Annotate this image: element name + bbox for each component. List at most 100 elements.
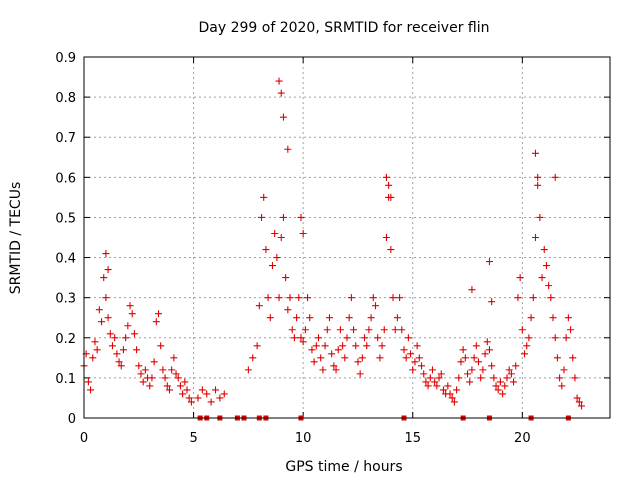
x-tick-label: 0	[80, 431, 88, 446]
y-tick-label: 0.3	[55, 292, 76, 307]
data-point	[207, 398, 215, 406]
data-point	[374, 334, 382, 342]
data-point	[176, 382, 184, 390]
data-point	[437, 370, 445, 378]
data-point	[569, 354, 577, 362]
data-point	[575, 398, 583, 406]
data-point	[273, 254, 281, 262]
data-point	[339, 342, 347, 350]
data-point	[433, 382, 441, 390]
data-point	[534, 181, 542, 189]
data-point	[330, 362, 338, 370]
data-point	[507, 370, 515, 378]
data-point	[444, 382, 452, 390]
x-tick-label: 5	[189, 431, 197, 446]
data-point	[422, 378, 430, 386]
data-point	[380, 326, 388, 334]
data-point	[170, 354, 178, 362]
data-point	[485, 258, 493, 266]
data-point	[212, 386, 219, 394]
data-point	[551, 173, 559, 181]
data-point	[299, 229, 307, 237]
data-point	[275, 294, 283, 302]
data-point	[553, 354, 561, 362]
data-point	[490, 374, 498, 382]
data-point	[450, 398, 458, 406]
data-point	[98, 318, 106, 326]
data-point	[453, 386, 461, 394]
data-point	[84, 378, 92, 386]
data-point	[128, 310, 136, 318]
data-point	[119, 346, 127, 354]
data-point	[551, 334, 559, 342]
data-point	[253, 342, 261, 350]
data-point	[255, 302, 263, 310]
data-point	[137, 370, 145, 378]
data-point	[150, 358, 158, 366]
data-point	[358, 354, 366, 362]
data-point	[567, 326, 575, 334]
data-point	[527, 314, 535, 322]
data-point	[426, 374, 434, 382]
data-point	[268, 262, 276, 270]
data-point	[529, 294, 537, 302]
y-tick-label: 0.6	[55, 171, 76, 186]
data-point	[431, 378, 439, 386]
data-point	[113, 350, 121, 358]
data-point	[488, 298, 496, 306]
data-point	[411, 358, 419, 366]
data-point	[407, 350, 415, 358]
data-point	[179, 390, 187, 398]
data-point	[163, 382, 171, 390]
data-point	[95, 306, 103, 314]
data-point	[111, 334, 119, 342]
data-point	[376, 354, 384, 362]
data-point	[216, 394, 224, 402]
data-point	[336, 326, 344, 334]
data-point	[420, 370, 428, 378]
data-point	[446, 390, 454, 398]
x-axis-label: GPS time / hours	[285, 459, 402, 475]
data-point	[385, 181, 393, 189]
data-point	[345, 314, 353, 322]
x-tick-label: 10	[295, 431, 312, 446]
data-point	[299, 338, 307, 346]
data-point	[102, 294, 110, 302]
data-point	[297, 334, 305, 342]
data-point	[249, 354, 257, 362]
data-point	[492, 382, 500, 390]
data-point	[277, 234, 285, 241]
data-point	[115, 358, 123, 366]
data-point	[481, 350, 489, 358]
data-point	[286, 294, 294, 302]
data-point	[203, 390, 211, 398]
data-point	[325, 314, 333, 322]
data-point	[562, 334, 570, 342]
data-point	[556, 374, 564, 382]
data-point	[187, 398, 195, 406]
data-point	[378, 342, 386, 350]
data-point	[161, 374, 169, 382]
data-point	[220, 390, 228, 398]
data-point	[165, 386, 173, 394]
data-point	[461, 354, 469, 362]
data-point	[558, 382, 566, 390]
data-point	[350, 326, 358, 334]
data-point	[135, 362, 143, 370]
data-point	[485, 346, 493, 354]
data-point	[402, 354, 410, 362]
data-point	[321, 342, 329, 350]
data-point	[89, 354, 97, 362]
data-point	[571, 374, 579, 382]
data-point	[573, 394, 581, 402]
data-point	[312, 342, 320, 350]
y-tick-label: 0.2	[55, 332, 76, 347]
data-point	[126, 302, 134, 310]
data-point	[564, 314, 572, 322]
data-point	[439, 386, 447, 394]
data-point	[424, 382, 432, 390]
y-tick-label: 0.1	[55, 372, 76, 387]
data-point	[404, 334, 412, 342]
